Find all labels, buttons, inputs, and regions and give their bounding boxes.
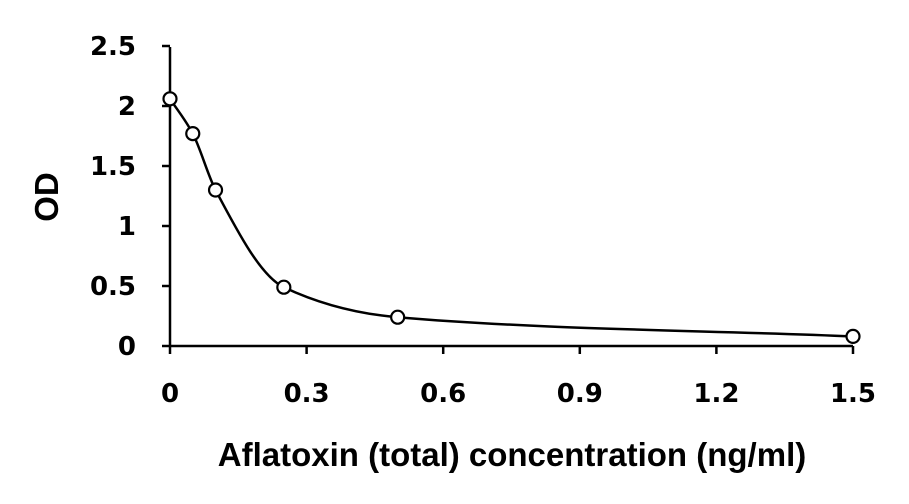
data-point bbox=[185, 126, 201, 142]
x-tick-label: 1.2 bbox=[693, 379, 739, 409]
data-point bbox=[276, 279, 292, 295]
x-tick-label: 0 bbox=[161, 379, 179, 409]
fit-curve-line bbox=[168, 98, 854, 338]
y-tick-label: 2.5 bbox=[90, 32, 136, 62]
x-tick-label: 0.3 bbox=[284, 379, 330, 409]
y-tick-label: 0 bbox=[118, 332, 136, 362]
y-tick-label: 1 bbox=[118, 212, 136, 242]
data-point bbox=[390, 309, 406, 325]
y-tick-label: 0.5 bbox=[90, 272, 136, 302]
data-point bbox=[207, 182, 224, 198]
data-point bbox=[162, 91, 178, 107]
x-tick-label: 1.5 bbox=[830, 379, 876, 409]
y-tick-label: 1.5 bbox=[90, 152, 136, 182]
y-tick-label: 2 bbox=[118, 92, 136, 122]
x-tick-label: 0.6 bbox=[420, 379, 466, 409]
data-point bbox=[845, 328, 861, 344]
x-tick-label: 0.9 bbox=[557, 379, 603, 409]
x-axis-title: Aflatoxin (total) concentration (ng/ml) bbox=[218, 436, 806, 473]
y-axis-title: OD bbox=[28, 172, 65, 222]
